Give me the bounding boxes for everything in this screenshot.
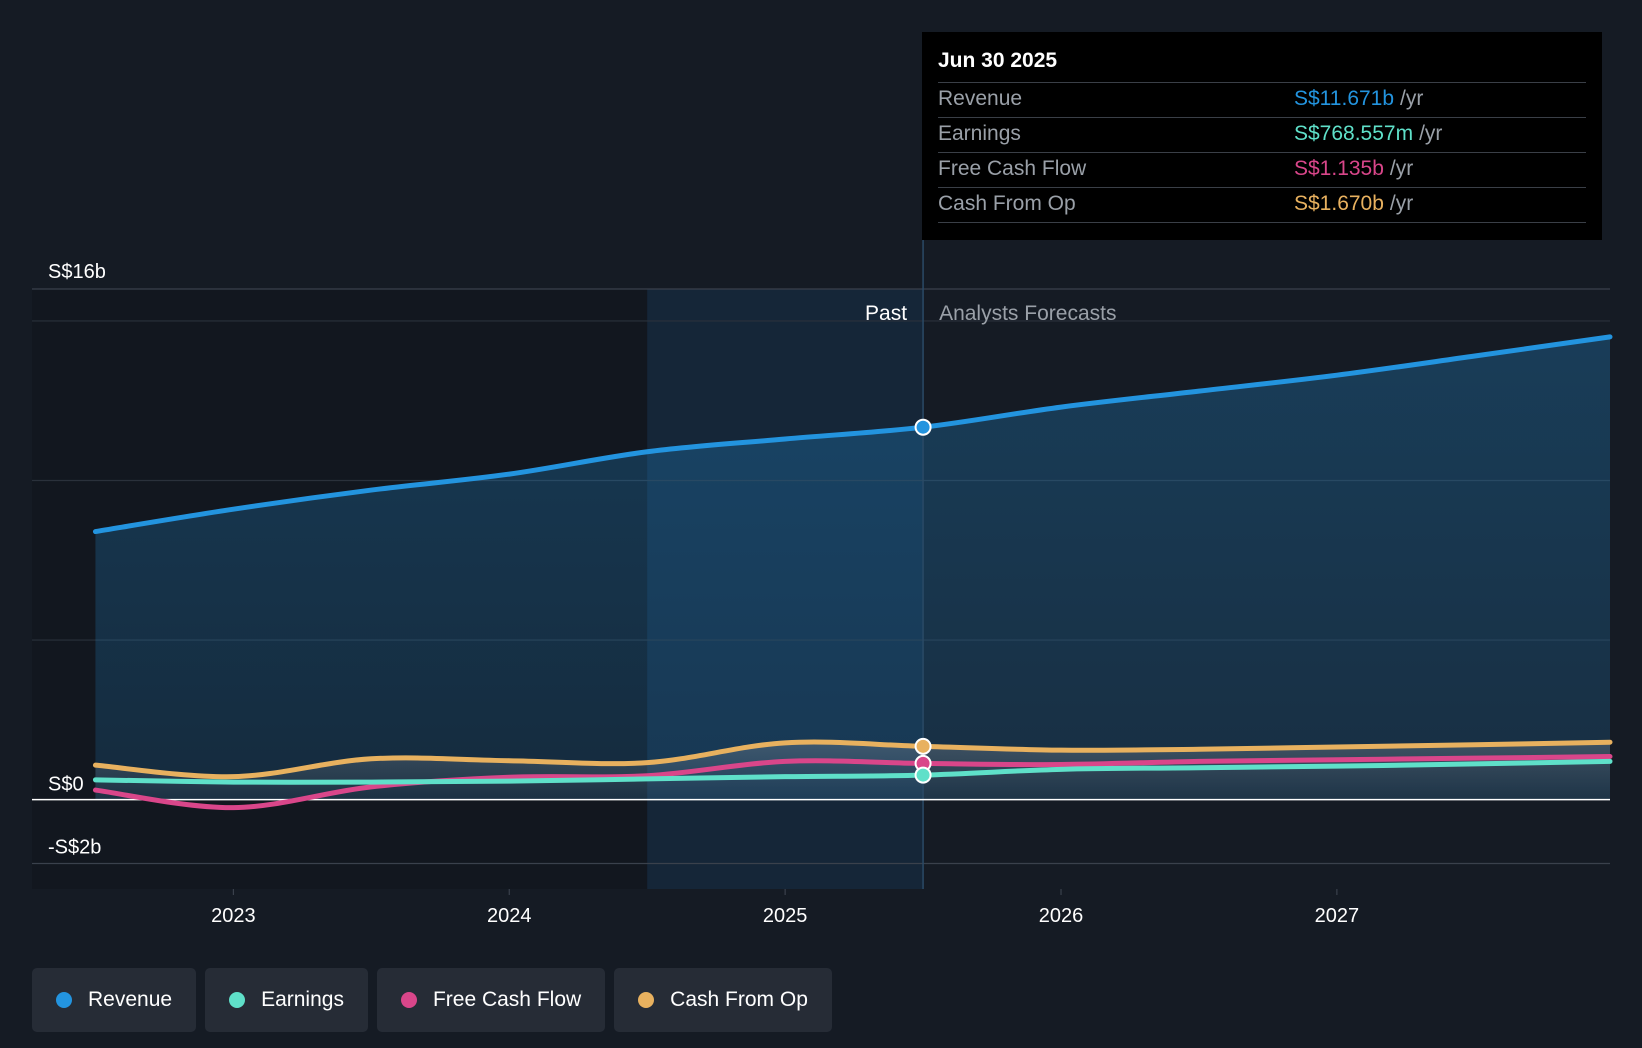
tooltip-label: Cash From Op [938, 192, 1076, 215]
y-tick-label: -S$2b [48, 836, 101, 858]
series-line-earnings [92, 758, 1613, 785]
series-line-cash-from-op [92, 739, 1613, 780]
legend-dot-icon [229, 992, 246, 1008]
cash-from-op-area [95, 742, 1610, 800]
tooltip-row-free-cash-flow: Free Cash Flow S$1.135b /yr [938, 152, 1586, 187]
legend-item-cash-from-op[interactable]: Cash From Op [614, 968, 832, 1032]
y-tick-label: S$0 [48, 774, 84, 796]
tooltip-label: Free Cash Flow [938, 157, 1087, 180]
x-tick-label: 2024 [487, 905, 532, 927]
revenue-area [95, 336, 1610, 800]
marker-earnings [914, 766, 932, 784]
marker-cash-from-op [914, 737, 932, 755]
tooltip-unit: /yr [1389, 192, 1414, 215]
y-tick-label: S$16b [48, 261, 106, 283]
tooltip-value: S$768.557m [1294, 122, 1414, 145]
series-line-free-cash-flow [92, 754, 1613, 811]
tooltip-date: Jun 30 2025 [938, 49, 1058, 72]
legend-item-free-cash-flow[interactable]: Free Cash Flow [376, 968, 606, 1032]
chart-legend: Revenue Earnings Free Cash Flow Cash Fro… [32, 968, 832, 1032]
data-tooltip: Jun 30 2025 Revenue S$11.671b /yr Earnin… [922, 32, 1602, 240]
legend-label: Free Cash Flow [432, 988, 582, 1011]
series-line-revenue [92, 334, 1613, 535]
legend-dot-icon [638, 992, 655, 1008]
tooltip-unit: /yr [1400, 87, 1424, 110]
tooltip-markers [914, 418, 932, 784]
tooltip-label: Revenue [938, 87, 1023, 110]
tooltip-row-earnings: Earnings S$768.557m /yr [938, 117, 1586, 152]
past-label: Past [865, 302, 907, 325]
tooltip-label: Earnings [938, 122, 1021, 145]
tooltip-unit: /yr [1389, 157, 1414, 180]
legend-item-revenue[interactable]: Revenue [32, 968, 197, 1032]
tooltip-value: S$1.670b [1294, 192, 1384, 215]
marker-revenue [914, 418, 932, 436]
forecast-label: Analysts Forecasts [939, 302, 1116, 325]
legend-dot-icon [56, 992, 72, 1008]
x-tick-label: 2025 [763, 905, 808, 927]
tooltip-value: S$1.135b [1294, 157, 1384, 180]
tooltip-row-cash-from-op: Cash From Op S$1.670b /yr [938, 187, 1586, 223]
x-axis-labels: 2023 2024 2025 2026 2027 [211, 889, 1359, 927]
x-tick-label: 2023 [211, 905, 256, 927]
y-axis-labels: S$16b S$0 -S$2b [48, 261, 106, 858]
legend-label: Revenue [88, 988, 173, 1011]
x-tick-label: 2026 [1039, 905, 1084, 927]
tooltip-unit: /yr [1419, 122, 1443, 145]
legend-label: Cash From Op [670, 988, 808, 1011]
legend-item-earnings[interactable]: Earnings [205, 968, 368, 1032]
legend-dot-icon [400, 992, 417, 1008]
x-tick-label: 2027 [1315, 905, 1360, 927]
legend-label: Earnings [261, 988, 344, 1011]
tooltip-value: S$11.671b [1294, 87, 1395, 110]
tooltip-row-revenue: Revenue S$11.671b /yr [938, 82, 1586, 117]
series-lines [92, 334, 1613, 811]
